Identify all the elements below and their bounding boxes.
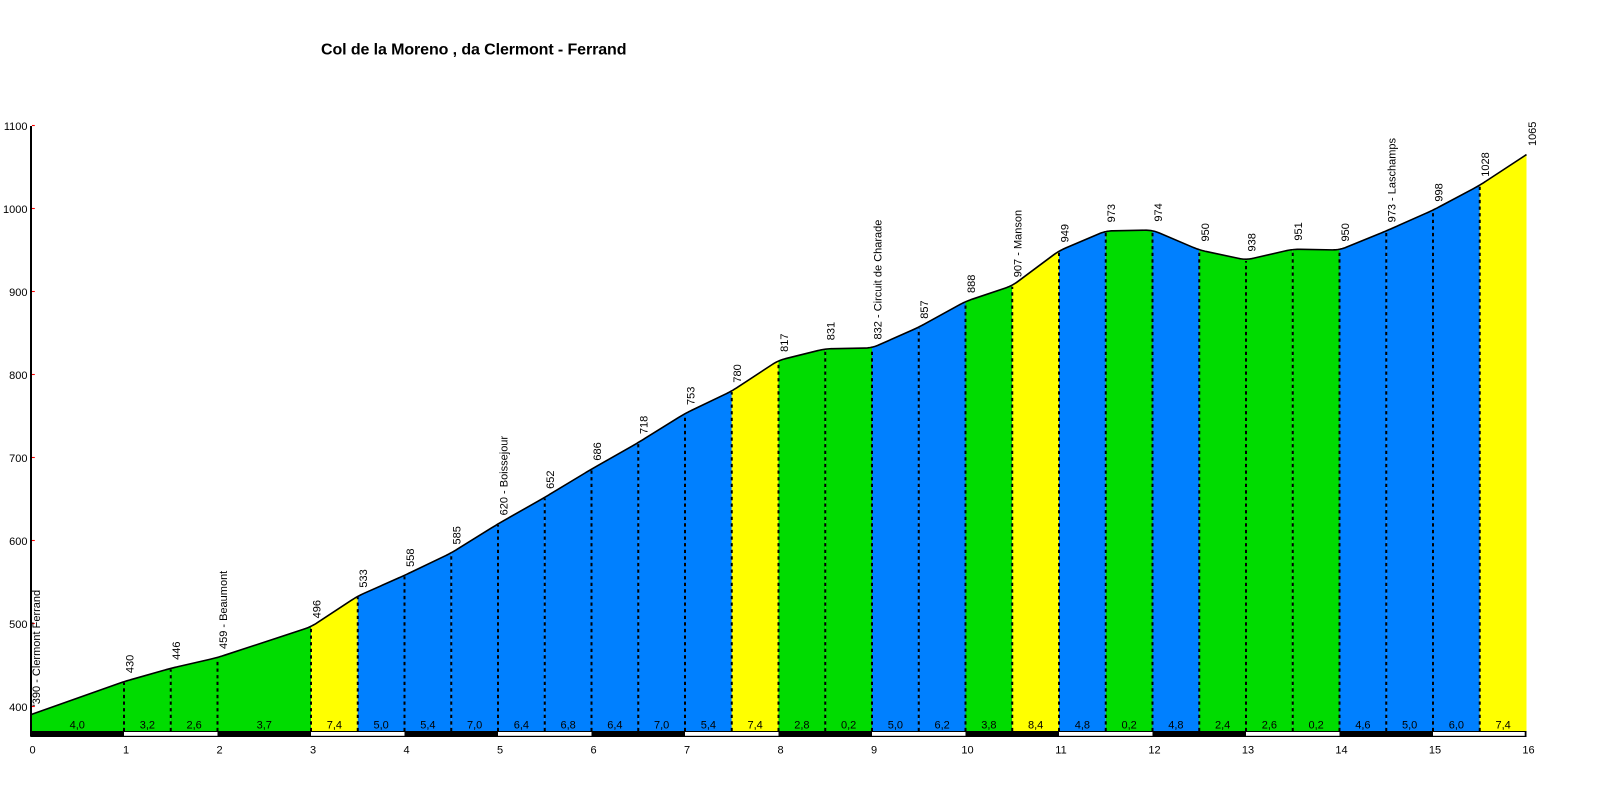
svg-text:500: 500 [9, 619, 27, 631]
svg-text:6,4: 6,4 [607, 720, 622, 732]
svg-text:700: 700 [9, 453, 27, 465]
svg-text:998: 998 [1434, 183, 1446, 201]
svg-text:753: 753 [686, 387, 698, 405]
svg-text:800: 800 [9, 370, 27, 382]
svg-text:1000: 1000 [3, 204, 27, 216]
svg-text:3: 3 [310, 745, 316, 757]
svg-text:5,0: 5,0 [888, 720, 903, 732]
svg-text:7,0: 7,0 [467, 720, 482, 732]
svg-text:900: 900 [9, 287, 27, 299]
svg-text:8,4: 8,4 [1028, 720, 1043, 732]
svg-text:400: 400 [9, 702, 27, 714]
svg-text:13: 13 [1242, 745, 1254, 757]
svg-text:4: 4 [403, 745, 409, 757]
svg-text:620 - Boissejour: 620 - Boissejour [499, 436, 511, 516]
svg-text:0: 0 [29, 745, 35, 757]
svg-text:4,8: 4,8 [1075, 720, 1090, 732]
svg-text:2,4: 2,4 [1215, 720, 1230, 732]
svg-text:2,6: 2,6 [186, 720, 201, 732]
svg-text:3,7: 3,7 [257, 720, 272, 732]
svg-text:831: 831 [826, 322, 838, 340]
svg-text:12: 12 [1148, 745, 1160, 757]
svg-text:585: 585 [452, 526, 464, 544]
svg-text:780: 780 [732, 364, 744, 382]
svg-text:2,8: 2,8 [794, 720, 809, 732]
svg-text:3,8: 3,8 [981, 720, 996, 732]
svg-text:16: 16 [1522, 745, 1534, 757]
svg-text:1: 1 [123, 745, 129, 757]
svg-text:533: 533 [358, 569, 370, 587]
svg-text:857: 857 [919, 300, 931, 318]
svg-text:888: 888 [966, 275, 978, 293]
svg-text:11: 11 [1055, 745, 1066, 757]
svg-text:6: 6 [590, 745, 596, 757]
svg-text:6,8: 6,8 [560, 720, 575, 732]
svg-text:4,6: 4,6 [1355, 720, 1370, 732]
svg-text:2,6: 2,6 [1262, 720, 1277, 732]
svg-text:0,2: 0,2 [1308, 720, 1323, 732]
svg-text:1100: 1100 [4, 121, 28, 133]
svg-text:8: 8 [777, 745, 783, 757]
svg-text:949: 949 [1060, 224, 1072, 242]
svg-text:974: 974 [1153, 203, 1165, 221]
svg-text:5: 5 [497, 745, 503, 757]
svg-text:938: 938 [1247, 233, 1259, 251]
svg-text:2: 2 [216, 745, 222, 757]
svg-text:5,4: 5,4 [420, 720, 435, 732]
svg-text:9: 9 [871, 745, 877, 757]
svg-text:558: 558 [405, 549, 417, 567]
svg-text:6,2: 6,2 [934, 720, 949, 732]
svg-text:652: 652 [545, 470, 557, 488]
svg-text:10: 10 [961, 745, 973, 757]
svg-text:3,2: 3,2 [140, 720, 155, 732]
svg-text:7: 7 [684, 745, 690, 757]
svg-text:5,0: 5,0 [1402, 720, 1417, 732]
svg-text:817: 817 [779, 334, 791, 352]
svg-text:973: 973 [1106, 204, 1118, 222]
svg-text:950: 950 [1340, 223, 1352, 241]
svg-text:7,0: 7,0 [654, 720, 669, 732]
svg-text:15: 15 [1429, 745, 1441, 757]
svg-text:1028: 1028 [1480, 152, 1492, 176]
svg-text:6,4: 6,4 [514, 720, 529, 732]
svg-text:951: 951 [1293, 222, 1305, 240]
svg-text:7,4: 7,4 [1495, 720, 1510, 732]
svg-text:7,4: 7,4 [747, 720, 762, 732]
svg-text:907 - Manson: 907 - Manson [1013, 210, 1025, 277]
svg-text:430: 430 [125, 655, 137, 673]
svg-text:832 - Circuit de Charade: 832 - Circuit de Charade [873, 220, 885, 340]
svg-text:459 - Beaumont: 459 - Beaumont [218, 571, 230, 649]
svg-text:0,2: 0,2 [841, 720, 856, 732]
svg-text:Col de la Moreno , da Clermont: Col de la Moreno , da Clermont - Ferrand [321, 42, 626, 59]
svg-text:950: 950 [1200, 223, 1212, 241]
svg-text:686: 686 [592, 442, 604, 460]
svg-text:973 - Laschamps: 973 - Laschamps [1387, 138, 1399, 223]
svg-text:'390 - Clermont Ferrand: '390 - Clermont Ferrand [31, 590, 43, 706]
svg-text:5,4: 5,4 [701, 720, 716, 732]
svg-text:1065: 1065 [1527, 122, 1539, 146]
svg-text:0,2: 0,2 [1121, 720, 1136, 732]
svg-text:496: 496 [312, 600, 324, 618]
svg-text:14: 14 [1335, 745, 1347, 757]
svg-text:6,0: 6,0 [1449, 720, 1464, 732]
svg-text:446: 446 [171, 641, 183, 659]
svg-text:7,4: 7,4 [327, 720, 342, 732]
svg-text:4,8: 4,8 [1168, 720, 1183, 732]
svg-text:718: 718 [639, 416, 651, 434]
svg-text:4,0: 4,0 [70, 720, 85, 732]
svg-text:5,0: 5,0 [373, 720, 388, 732]
svg-text:600: 600 [9, 536, 27, 548]
